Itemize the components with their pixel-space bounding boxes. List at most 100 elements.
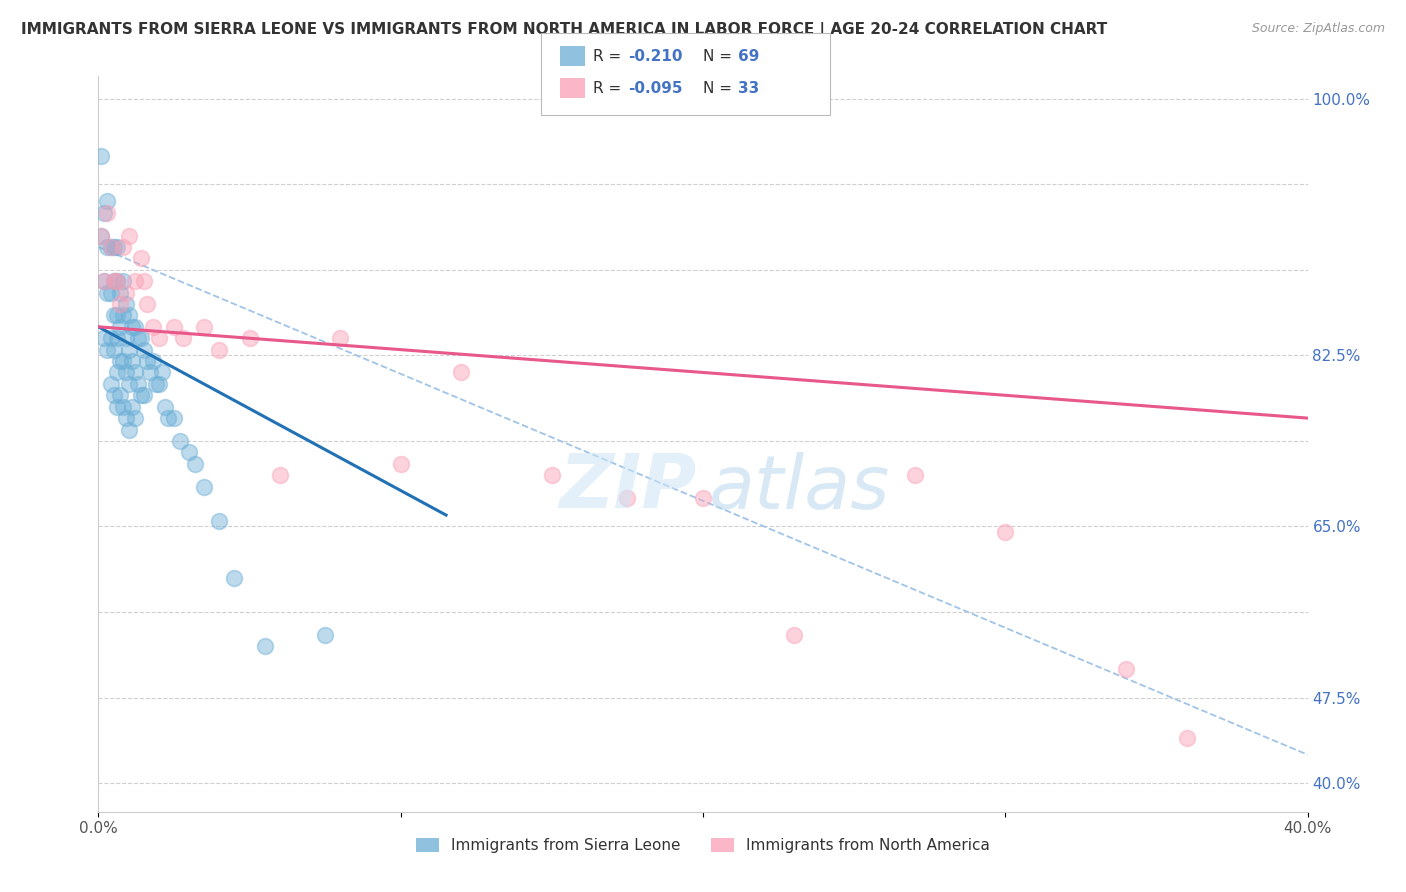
- Point: [111, 309, 134, 323]
- Point: [100, 376, 122, 391]
- Point: [127, 331, 149, 345]
- Point: [108, 354, 131, 368]
- Point: [114, 297, 136, 311]
- Point: [105, 331, 128, 345]
- Point: [121, 400, 143, 414]
- Point: [389, 457, 412, 471]
- Text: IMMIGRANTS FROM SIERRA LEONE VS IMMIGRANTS FROM NORTH AMERICA IN LABOR FORCE | A: IMMIGRANTS FROM SIERRA LEONE VS IMMIGRAN…: [21, 22, 1108, 38]
- Point: [108, 388, 131, 402]
- Point: [148, 376, 170, 391]
- Point: [329, 331, 352, 345]
- Point: [93, 205, 115, 219]
- Point: [124, 319, 146, 334]
- Point: [121, 319, 143, 334]
- Point: [90, 228, 112, 243]
- Point: [239, 331, 262, 345]
- Point: [540, 468, 562, 483]
- Point: [169, 434, 191, 448]
- Point: [1175, 731, 1198, 745]
- Point: [100, 331, 122, 345]
- Point: [111, 400, 134, 414]
- Point: [692, 491, 714, 505]
- Point: [163, 411, 186, 425]
- Text: R =: R =: [593, 81, 627, 96]
- Point: [150, 366, 173, 380]
- Point: [108, 297, 131, 311]
- Point: [103, 274, 125, 288]
- Point: [105, 400, 128, 414]
- Point: [96, 285, 118, 300]
- Point: [193, 479, 215, 493]
- Point: [90, 228, 112, 243]
- Point: [105, 274, 128, 288]
- Point: [129, 388, 152, 402]
- Point: [118, 423, 141, 437]
- Point: [124, 274, 146, 288]
- Point: [93, 274, 115, 288]
- Point: [118, 376, 141, 391]
- Point: [208, 343, 231, 357]
- Point: [904, 468, 927, 483]
- Point: [100, 285, 122, 300]
- Text: 33: 33: [738, 81, 759, 96]
- Point: [114, 411, 136, 425]
- Point: [96, 205, 118, 219]
- Point: [132, 388, 155, 402]
- Text: N =: N =: [703, 49, 737, 64]
- Point: [96, 343, 118, 357]
- Point: [179, 445, 201, 459]
- Point: [103, 343, 125, 357]
- Point: [132, 343, 155, 357]
- Point: [103, 388, 125, 402]
- Point: [114, 331, 136, 345]
- Point: [103, 309, 125, 323]
- Text: 69: 69: [738, 49, 759, 64]
- Point: [105, 309, 128, 323]
- Point: [96, 194, 118, 209]
- Point: [135, 297, 157, 311]
- Point: [118, 343, 141, 357]
- Point: [269, 468, 291, 483]
- Point: [121, 354, 143, 368]
- Text: N =: N =: [703, 81, 737, 96]
- Point: [208, 514, 231, 528]
- Point: [163, 319, 186, 334]
- Point: [118, 309, 141, 323]
- Point: [100, 240, 122, 254]
- Point: [783, 628, 806, 642]
- Point: [111, 274, 134, 288]
- Point: [105, 274, 128, 288]
- Point: [124, 366, 146, 380]
- Point: [994, 525, 1017, 540]
- Point: [96, 240, 118, 254]
- Point: [193, 319, 215, 334]
- Legend: Immigrants from Sierra Leone, Immigrants from North America: Immigrants from Sierra Leone, Immigrants…: [409, 831, 997, 859]
- Point: [148, 331, 170, 345]
- Text: R =: R =: [593, 49, 627, 64]
- Point: [153, 400, 176, 414]
- Point: [127, 376, 149, 391]
- Point: [111, 354, 134, 368]
- Point: [184, 457, 207, 471]
- Point: [450, 366, 472, 380]
- Point: [172, 331, 194, 345]
- Point: [129, 331, 152, 345]
- Point: [132, 274, 155, 288]
- Point: [114, 285, 136, 300]
- Point: [124, 411, 146, 425]
- Point: [224, 571, 246, 585]
- Point: [142, 354, 165, 368]
- Text: Source: ZipAtlas.com: Source: ZipAtlas.com: [1251, 22, 1385, 36]
- Text: atlas: atlas: [709, 452, 890, 524]
- Text: -0.095: -0.095: [628, 81, 683, 96]
- Point: [105, 366, 128, 380]
- Point: [93, 274, 115, 288]
- Text: -0.210: -0.210: [628, 49, 683, 64]
- Point: [114, 366, 136, 380]
- Point: [103, 274, 125, 288]
- Point: [108, 319, 131, 334]
- Point: [1115, 662, 1137, 676]
- Point: [118, 228, 141, 243]
- Point: [100, 240, 122, 254]
- Point: [93, 331, 115, 345]
